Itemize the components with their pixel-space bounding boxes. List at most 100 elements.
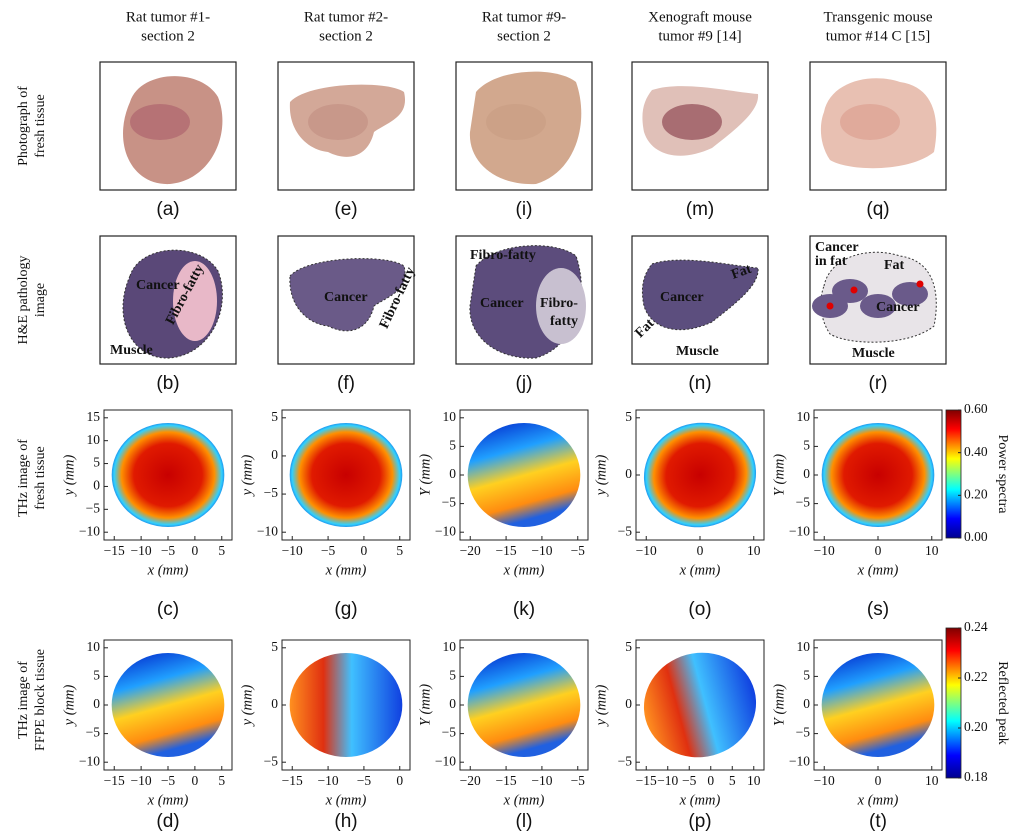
thz-map bbox=[112, 653, 225, 757]
y-tick-label: 0 bbox=[625, 466, 632, 481]
x-tick-label: −5 bbox=[161, 543, 176, 558]
y-axis-label: y (mm) bbox=[239, 685, 255, 728]
photo bbox=[810, 62, 946, 190]
annotation: Cancer bbox=[480, 296, 524, 311]
annotation: fatty bbox=[550, 314, 578, 329]
column-title: Rat tumor #9- bbox=[482, 9, 566, 25]
y-tick-label: 5 bbox=[271, 639, 278, 654]
annotation: Cancer bbox=[324, 290, 368, 305]
y-axis-label: y (mm) bbox=[593, 455, 609, 498]
x-tick-label: 0 bbox=[192, 543, 199, 558]
panel-label: (g) bbox=[334, 599, 357, 620]
x-axis-label: x (mm) bbox=[679, 562, 721, 578]
x-tick-label: −10 bbox=[282, 543, 303, 558]
y-tick-label: 5 bbox=[625, 639, 632, 654]
y-tick-label: 0 bbox=[449, 466, 456, 481]
x-tick-label: 10 bbox=[747, 543, 761, 558]
panel-label: (q) bbox=[866, 199, 889, 220]
colorbar-tick-label: 0.20 bbox=[964, 486, 988, 501]
row-label: FFPE block tissue bbox=[33, 649, 48, 751]
annotation: Muscle bbox=[852, 346, 895, 361]
x-tick-label: −15 bbox=[104, 543, 125, 558]
panel-label: (o) bbox=[688, 599, 711, 620]
y-tick-label: −10 bbox=[789, 753, 810, 768]
panel-label: (l) bbox=[516, 811, 533, 832]
colorbar bbox=[946, 410, 961, 538]
he-image: CancerFibro-fatty bbox=[278, 236, 418, 364]
y-tick-label: −10 bbox=[435, 523, 456, 538]
colorbar-tick-label: 0.00 bbox=[964, 529, 988, 544]
x-tick-label: −10 bbox=[657, 773, 678, 788]
y-tick-label: −5 bbox=[618, 753, 633, 768]
y-tick-label: −10 bbox=[79, 523, 100, 538]
x-tick-label: 0 bbox=[396, 773, 403, 788]
panel-label: (d) bbox=[156, 811, 179, 832]
y-tick-label: 10 bbox=[443, 639, 457, 654]
x-tick-label: −10 bbox=[636, 543, 657, 558]
y-axis-label: y (mm) bbox=[239, 455, 255, 498]
y-tick-label: 0 bbox=[271, 447, 278, 462]
thz-map bbox=[290, 653, 403, 757]
colorbar-tick-label: 0.22 bbox=[964, 669, 988, 684]
x-tick-label: −10 bbox=[318, 773, 339, 788]
row-label: THz image of bbox=[16, 439, 31, 517]
colorbar bbox=[946, 628, 961, 778]
annotation: Fibro-fatty bbox=[470, 248, 536, 263]
column-title: Rat tumor #1- bbox=[126, 9, 210, 25]
tissue-shade bbox=[308, 104, 368, 140]
tissue-shade bbox=[662, 104, 722, 140]
x-tick-label: 0 bbox=[875, 773, 882, 788]
y-tick-label: 0 bbox=[271, 696, 278, 711]
x-tick-label: −5 bbox=[321, 543, 336, 558]
x-axis-label: x (mm) bbox=[503, 792, 545, 808]
y-tick-label: 5 bbox=[803, 667, 810, 682]
x-tick-label: 5 bbox=[218, 543, 225, 558]
x-tick-label: 5 bbox=[218, 773, 225, 788]
tissue-shade bbox=[840, 104, 900, 140]
tissue-shade bbox=[486, 104, 546, 140]
y-tick-label: 0 bbox=[803, 696, 810, 711]
panel-label: (f) bbox=[337, 373, 355, 394]
y-axis-label: Y (mm) bbox=[417, 684, 433, 726]
figure: Photograph offresh tissueH&E pathologyim… bbox=[0, 0, 1014, 832]
panel-label: (j) bbox=[516, 373, 533, 394]
y-axis-label: y (mm) bbox=[61, 455, 77, 498]
panel-label: (s) bbox=[867, 599, 889, 620]
thz-map bbox=[822, 653, 935, 757]
x-axis-label: x (mm) bbox=[325, 562, 367, 578]
y-tick-label: −5 bbox=[442, 495, 457, 510]
column-title: tumor #14 C [15] bbox=[826, 28, 931, 44]
x-axis-label: x (mm) bbox=[147, 792, 189, 808]
x-tick-label: −15 bbox=[496, 543, 517, 558]
column-title: section 2 bbox=[319, 28, 373, 44]
y-tick-label: −10 bbox=[257, 523, 278, 538]
y-tick-label: −10 bbox=[79, 753, 100, 768]
x-axis-label: x (mm) bbox=[679, 792, 721, 808]
y-tick-label: −5 bbox=[264, 485, 279, 500]
y-tick-label: 5 bbox=[449, 437, 456, 452]
x-tick-label: −15 bbox=[282, 773, 303, 788]
annotation: Muscle bbox=[676, 344, 719, 359]
x-tick-label: 0 bbox=[697, 543, 704, 558]
column-title: Rat tumor #2- bbox=[304, 9, 388, 25]
y-tick-label: 10 bbox=[797, 639, 811, 654]
photo bbox=[100, 62, 236, 190]
he-image: Cancerin fatFatCancerMuscle bbox=[810, 236, 946, 364]
colorbar-tick-label: 0.20 bbox=[964, 719, 988, 734]
x-axis-label: x (mm) bbox=[503, 562, 545, 578]
column-title: section 2 bbox=[141, 28, 195, 44]
y-axis-label: y (mm) bbox=[593, 685, 609, 728]
y-tick-label: 10 bbox=[797, 409, 811, 424]
panel-label: (h) bbox=[334, 811, 357, 832]
photo bbox=[632, 62, 768, 190]
panel-label: (t) bbox=[869, 811, 887, 832]
y-axis-label: Y (mm) bbox=[771, 454, 787, 496]
annotation: Cancer bbox=[876, 300, 920, 315]
y-axis-label: y (mm) bbox=[61, 685, 77, 728]
row-label: image bbox=[33, 283, 48, 317]
annotation: Cancer bbox=[136, 278, 180, 293]
marker-dot bbox=[917, 281, 924, 288]
y-tick-label: 5 bbox=[93, 667, 100, 682]
